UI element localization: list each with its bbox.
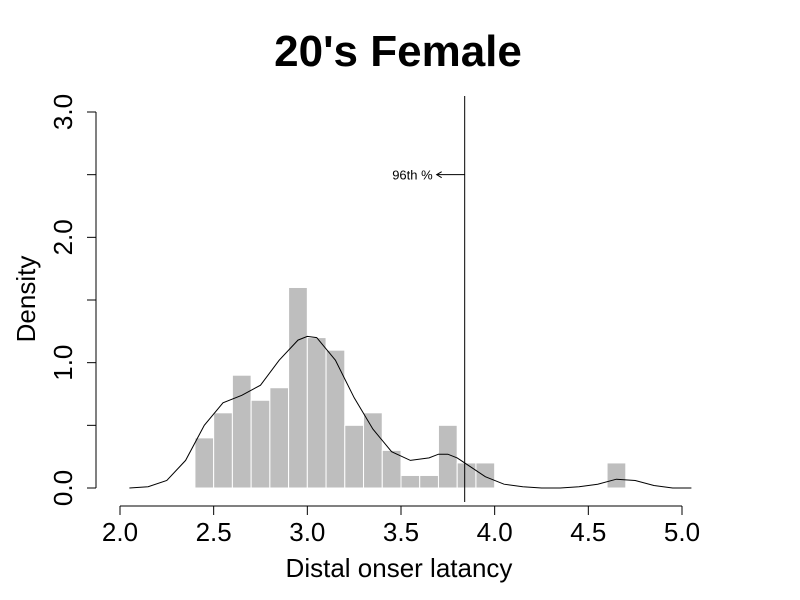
x-tick-label: 4.0 (477, 517, 513, 547)
x-tick-label: 2.5 (196, 517, 232, 547)
histogram-bar (363, 412, 383, 489)
histogram-bar (456, 462, 477, 489)
histogram-bars (194, 286, 627, 489)
y-tick-label: 1.0 (48, 345, 78, 381)
histogram-bar (213, 412, 233, 489)
histogram-bar (325, 349, 346, 489)
x-tick-label: 3.5 (383, 517, 419, 547)
arrowhead-icon (435, 171, 442, 179)
histogram-bar (437, 424, 458, 489)
y-tick-label: 2.0 (48, 219, 78, 255)
x-axis-title: Distal onser latancy (286, 553, 513, 583)
y-axis: 0.0 1.0 2.0 3.0 (48, 94, 97, 506)
chart-title: 20's Female (274, 27, 522, 76)
x-tick-label: 4.5 (570, 517, 606, 547)
percentile-annotation: 96th % (392, 168, 465, 183)
x-tick-label: 3.0 (289, 517, 325, 547)
histogram-bar (250, 399, 271, 489)
y-tick-label: 3.0 (48, 94, 78, 130)
x-tick-label: 2.0 (102, 517, 138, 547)
x-axis: 2.0 2.5 3.0 3.5 4.0 4.5 5.0 (102, 505, 700, 547)
x-tick-label: 5.0 (664, 517, 700, 547)
histogram-bar (606, 462, 627, 489)
histogram-bar (306, 337, 327, 489)
histogram-bar (288, 286, 308, 489)
histogram-bar (475, 462, 496, 489)
histogram-bar (381, 449, 402, 489)
histogram-bar (194, 437, 215, 489)
histogram-bar (344, 424, 365, 489)
histogram-bar (269, 387, 290, 489)
percentile-label: 96th % (392, 168, 433, 183)
histogram-bar (419, 474, 439, 489)
density-curve (129, 335, 692, 489)
y-axis-title: Density (11, 256, 41, 343)
histogram-bar (400, 474, 421, 489)
y-tick-label: 0.0 (48, 470, 78, 506)
